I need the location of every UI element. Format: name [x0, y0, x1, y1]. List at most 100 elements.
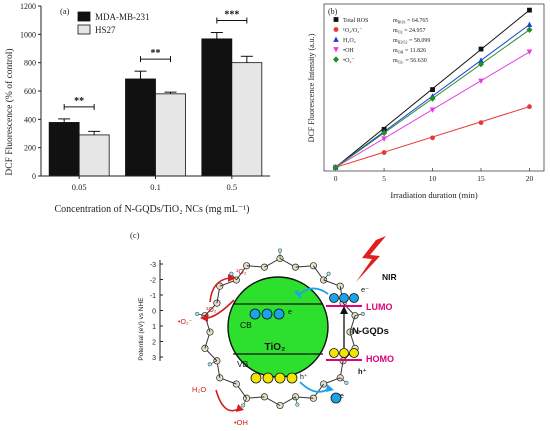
bar-MDA-MB-231-0.1	[125, 78, 156, 177]
hole-transfer-arrow-head	[326, 384, 334, 392]
data-point-4-1	[381, 129, 388, 137]
water-label: H₂O	[192, 385, 206, 394]
data-point-3-2	[429, 107, 436, 113]
potential-tick-label-3: 0	[152, 309, 156, 316]
x-axis-label-b: Irradiation duration (min)	[390, 190, 478, 200]
potential-tick-label-2: -1	[150, 293, 156, 300]
vb-hole-2	[262, 372, 274, 384]
data-point-2-4	[526, 21, 533, 28]
ring-h-atom-27	[360, 311, 365, 316]
ring-h-atom-15	[195, 311, 200, 316]
potential-tick-label-5: 2	[152, 340, 156, 347]
ring-h-atom-24	[326, 271, 331, 276]
lumo-electron-label: e⁻	[361, 285, 369, 294]
electron-transfer-arrow-head	[294, 290, 302, 300]
singlet-oxygen-label: ¹O₂	[236, 269, 247, 276]
x-tick-label-b-4: 20	[526, 174, 534, 183]
homo-label: HOMO	[366, 354, 394, 364]
data-point-0-4	[527, 7, 532, 13]
ring-atom-20	[260, 263, 268, 271]
data-point-4-3	[478, 60, 485, 68]
data-point-3-1	[381, 136, 387, 142]
bar-chart-panel-a: (a) DCF Fluorescence (% of control) Conc…	[4, 2, 270, 215]
x-tick-label-a-1: 0.1	[150, 182, 161, 192]
panel-a-label: (a)	[60, 6, 70, 16]
legend-marker-b-0	[333, 17, 339, 22]
x-tick-label-a-0: 0.05	[72, 182, 87, 192]
legend-label-a-1: HS27	[95, 25, 116, 35]
y-tick-label-a-1: 200	[24, 144, 36, 153]
cb-electron-2	[261, 308, 273, 320]
triplet-oxygen-label: ³O₂	[206, 307, 217, 314]
free-electron	[330, 392, 342, 404]
x-axis-label-a: Concentration of N-GQDs/TiO₂ NCs (mg mL⁻…	[55, 204, 250, 215]
x-tick-label-a-2: 0.5	[227, 182, 238, 192]
cb-label: CB	[240, 320, 252, 330]
plot-frame-b	[323, 3, 545, 172]
legend-slope-b-0: mROS = 64.765	[393, 18, 428, 25]
potential-axis-label: Potential (eV) vs NHE	[138, 297, 145, 361]
legend-slope-b-4: mO2- = 56.630	[393, 58, 427, 65]
data-point-1-3	[478, 120, 484, 126]
legend-label-b-1: ¹O₂/O₂⁻	[343, 28, 362, 34]
n-gqds-ring	[195, 248, 365, 410]
lumo-label: LUMO	[366, 302, 393, 312]
y-axis-label-b: DCF Fluorescence Intensity (a.u.)	[307, 33, 316, 142]
o2-to-singlet-arrow	[209, 277, 231, 303]
legend-label-b-3: •OH	[343, 48, 354, 54]
vb-hole-1	[250, 372, 262, 384]
tio2-label: TiO₂	[265, 342, 286, 353]
legend-label-b-4: •O₂⁻	[343, 58, 355, 64]
bar-HS27-0.1	[155, 93, 186, 177]
vb-hole-label: h⁺	[300, 373, 308, 381]
legend-label-b-0: Total ROS	[343, 18, 368, 24]
potential-tick-label-0: -3	[150, 262, 156, 269]
potential-tick-label-6: 3	[152, 355, 156, 362]
legend-marker-b-1	[333, 27, 339, 32]
data-point-0-2	[430, 87, 435, 92]
bar-HS27-0.5	[231, 62, 263, 177]
homo-hole-3	[349, 348, 359, 358]
potential-tick-label-1: -2	[150, 278, 156, 285]
y-tick-label-a-2: 400	[24, 115, 36, 124]
ring-h-atom-6	[295, 402, 300, 407]
x-tick-label-b-2: 10	[429, 174, 437, 183]
significance-label-0: **	[74, 96, 84, 107]
hydroxyl-label: •OH	[234, 418, 248, 427]
y-tick-label-a-3: 600	[24, 87, 36, 96]
cb-electron-3	[273, 308, 285, 320]
data-point-3-3	[478, 78, 484, 84]
lumo-electron-2	[339, 293, 349, 303]
data-point-0-3	[478, 46, 484, 52]
n-gqds-label: N-GQDs	[352, 326, 389, 337]
legend-slope-b-3: mOH = 11.826	[393, 48, 426, 55]
bar-HS27-0.05	[78, 134, 110, 177]
nir-label: NIR	[382, 272, 397, 282]
legend-slope-b-1: mO2 = 24.957	[393, 28, 425, 35]
ring-atom-25	[336, 282, 344, 290]
excitation-arrow-head	[340, 306, 348, 314]
x-tick-label-b-3: 15	[477, 174, 485, 183]
o2-radical-arrow-head	[200, 314, 208, 322]
lumo-electron-3	[349, 293, 359, 303]
legend-marker-b-4	[333, 56, 339, 63]
homo-hole-2	[339, 348, 349, 358]
vb-label: VB	[237, 359, 249, 369]
cb-electron-label: e	[288, 309, 292, 316]
scatter-chart-panel-b: (b) DCF Fluorescence Intensity (a.u.) Ir…	[307, 3, 545, 200]
ring-bond-28	[349, 315, 356, 333]
lumo-electron-1	[329, 293, 339, 303]
water-to-oh-arrow	[215, 389, 241, 412]
water-to-oh-arrow-head	[236, 404, 244, 412]
ring-h-atom-21	[277, 248, 283, 253]
panel-b-label: (b)	[328, 7, 338, 16]
superoxide-label: •O₂⁻	[178, 319, 193, 326]
data-point-4-0	[332, 164, 339, 171]
legend-slope-b-2: mH2O2 = 58.099	[393, 38, 430, 45]
data-point-2-3	[478, 57, 484, 63]
legend-label-a-0: MDA-MB-231	[95, 12, 150, 22]
ring-h-atom-3	[344, 380, 349, 385]
ring-h-atom-18	[229, 271, 234, 276]
data-point-1-2	[430, 135, 435, 141]
